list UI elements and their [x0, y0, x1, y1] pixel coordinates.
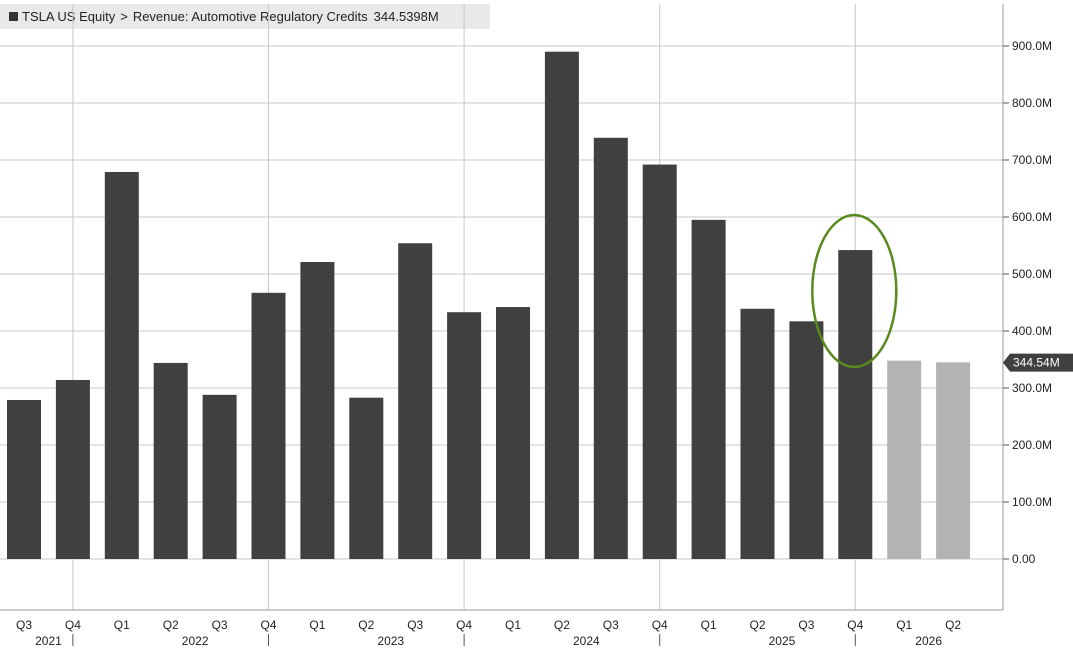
bar: [398, 243, 433, 559]
chart-legend: TSLA US Equity > Revenue: Automotive Reg…: [0, 4, 490, 29]
bar: [251, 292, 286, 559]
y-tick-label: 100.0M: [1012, 495, 1052, 509]
bar: [496, 307, 530, 559]
y-tick-label: 500.0M: [1012, 267, 1052, 281]
x-tick-label-quarter: Q3: [603, 618, 619, 632]
y-tick-label: 700.0M: [1012, 153, 1052, 167]
x-tick-label-quarter: Q3: [798, 618, 814, 632]
x-tick-label-year: 2021: [35, 634, 62, 648]
legend-separator: >: [120, 9, 128, 24]
y-tick-label: 900.0M: [1012, 39, 1052, 53]
y-tick-label: 0.00: [1012, 552, 1036, 566]
x-tick-label-quarter: Q3: [407, 618, 423, 632]
bar: [789, 321, 824, 559]
bar: [642, 164, 677, 559]
bar: [55, 380, 90, 559]
y-tick-label: 800.0M: [1012, 96, 1052, 110]
x-tick-label-year: 2026: [915, 634, 942, 648]
legend-ticker: TSLA US Equity: [22, 9, 116, 24]
bar: [447, 312, 482, 559]
x-tick-label-quarter: Q2: [358, 618, 374, 632]
bar-estimate: [887, 360, 922, 559]
bar: [593, 137, 628, 559]
legend-swatch: [9, 12, 18, 21]
bar: [740, 308, 775, 559]
bar: [349, 397, 384, 559]
x-tick-label-quarter: Q2: [163, 618, 179, 632]
x-tick-label-quarter: Q3: [16, 618, 32, 632]
x-tick-label-year: 2025: [769, 634, 796, 648]
bar: [544, 51, 579, 559]
y-tick-label: 400.0M: [1012, 324, 1052, 338]
x-tick-label-quarter: Q2: [945, 618, 961, 632]
x-tick-label-year: 2022: [182, 634, 209, 648]
x-tick-label-quarter: Q4: [652, 618, 668, 632]
bar: [691, 219, 726, 559]
last-value-tag: [1003, 353, 1073, 372]
bar: [104, 171, 139, 559]
x-tick-label-quarter: Q4: [260, 618, 276, 632]
y-tick-label: 300.0M: [1012, 381, 1052, 395]
legend-value: 344.5398M: [373, 9, 439, 24]
y-tick-label: 200.0M: [1012, 438, 1052, 452]
x-tick-label-quarter: Q2: [554, 618, 570, 632]
bar: [202, 394, 237, 559]
last-value-label: 344.54M: [1013, 356, 1060, 370]
x-tick-label-quarter: Q1: [505, 618, 521, 632]
x-tick-label-quarter: Q1: [896, 618, 912, 632]
x-tick-label-quarter: Q1: [701, 618, 717, 632]
bar: [838, 250, 873, 559]
legend-field: Revenue: Automotive Regulatory Credits: [132, 9, 368, 24]
x-tick-label-quarter: Q1: [309, 618, 325, 632]
x-tick-label-quarter: Q1: [114, 618, 130, 632]
x-tick-label-quarter: Q3: [212, 618, 228, 632]
bar: [153, 362, 188, 559]
highlight-ellipse: [811, 213, 898, 369]
bar: [300, 262, 335, 559]
y-tick-label: 600.0M: [1012, 210, 1052, 224]
x-tick-label-quarter: Q4: [847, 618, 863, 632]
bar: [7, 399, 41, 559]
x-tick-label-quarter: Q2: [749, 618, 765, 632]
x-tick-label-quarter: Q4: [456, 618, 472, 632]
x-tick-label-year: 2024: [573, 634, 600, 648]
x-tick-label-year: 2023: [377, 634, 404, 648]
x-tick-label-quarter: Q4: [65, 618, 81, 632]
bar-estimate: [936, 362, 971, 559]
